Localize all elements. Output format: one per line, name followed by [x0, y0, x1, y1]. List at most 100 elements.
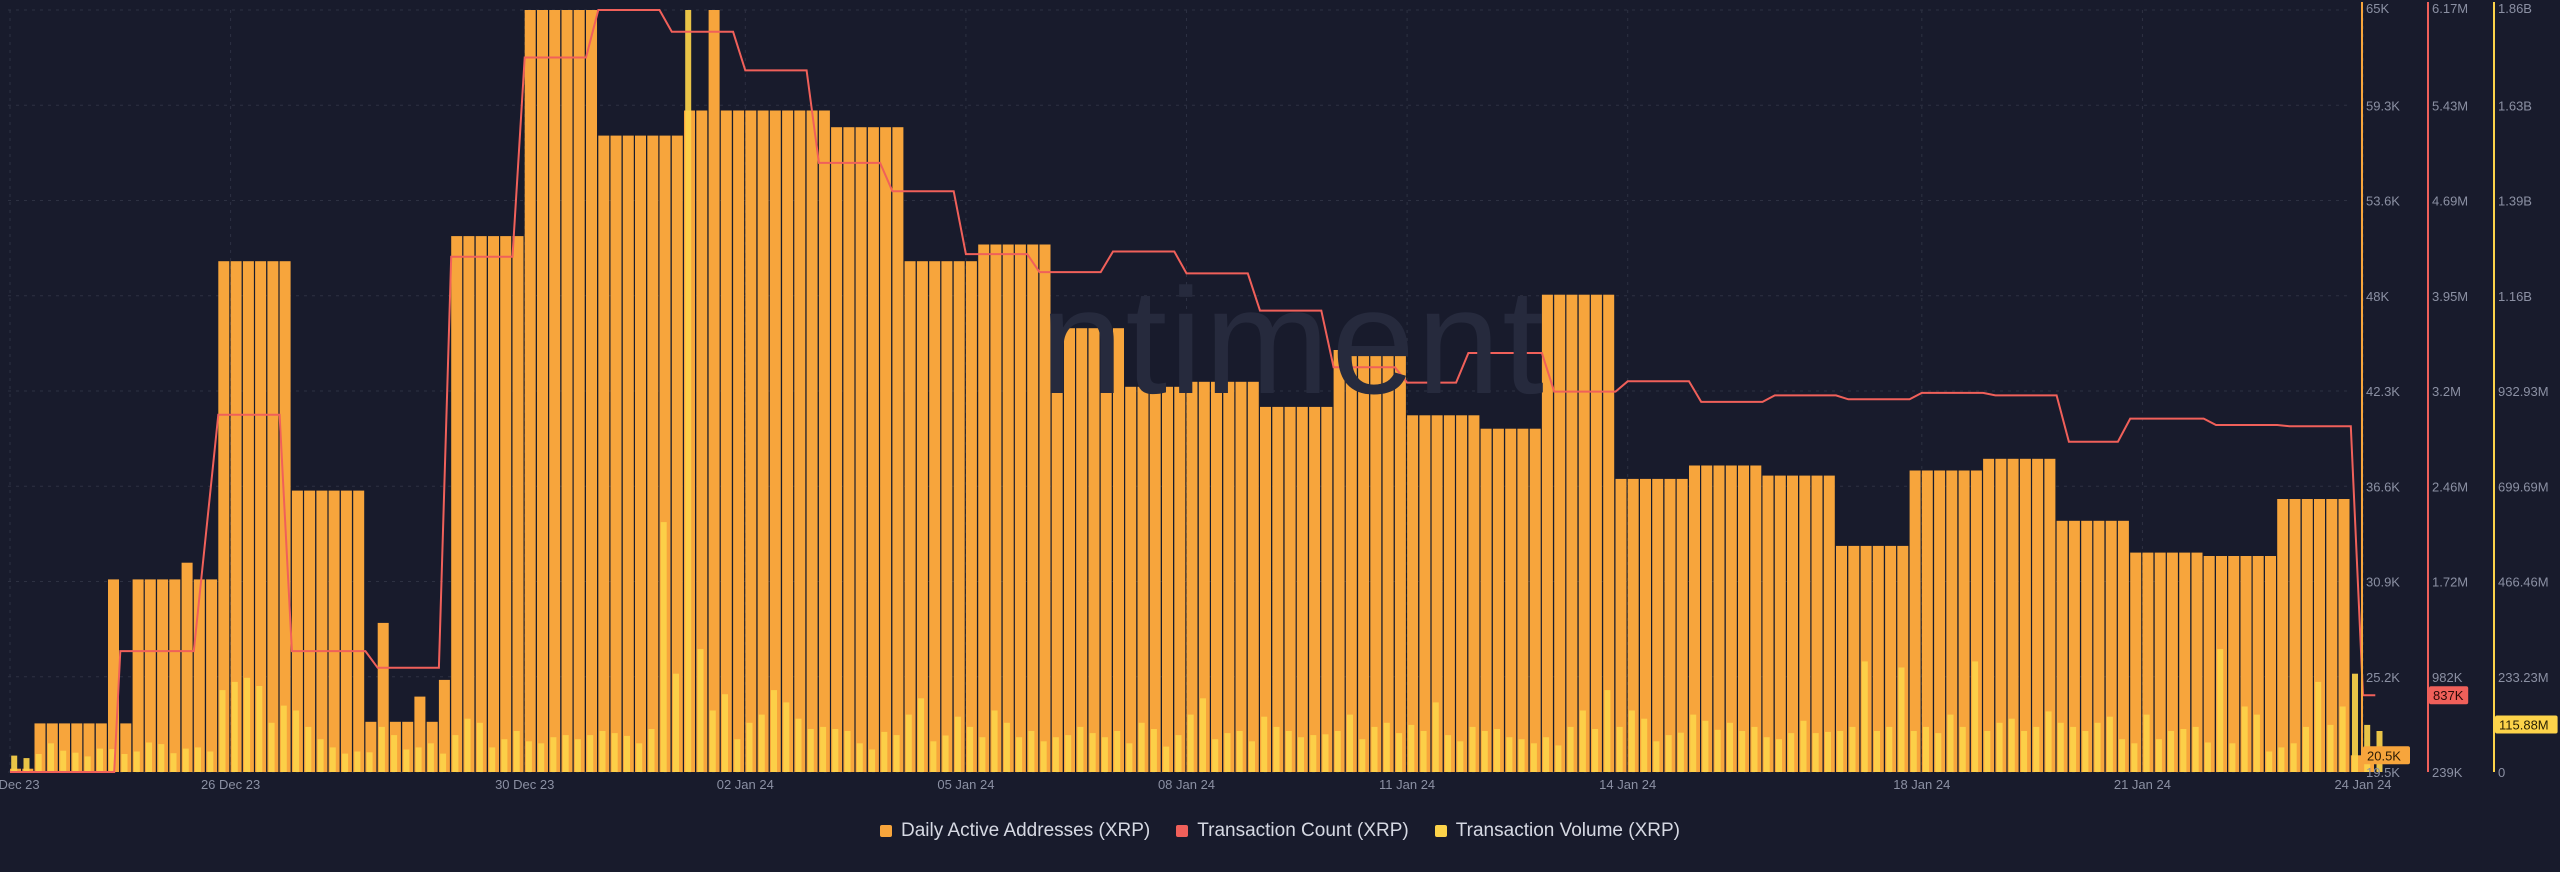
active-addresses-bar-11	[144, 579, 156, 772]
active-addresses-bar-187	[2301, 499, 2313, 772]
transaction-volume-bar-135	[1665, 735, 1672, 772]
transaction-volume-bar-28	[354, 751, 361, 772]
active-addresses-bar-20	[255, 261, 267, 772]
transaction-volume-bar-142	[1751, 726, 1758, 772]
transaction-volume-bar-53	[660, 522, 667, 772]
transaction-volume-bar-5	[72, 752, 79, 772]
transaction-volume-bar-118	[1457, 741, 1464, 772]
legend-item-active-addresses[interactable]: Daily Active Addresses (XRP)	[880, 820, 1150, 842]
active-addresses-bar-174	[2142, 552, 2154, 772]
active-addresses-bar-177	[2179, 552, 2191, 772]
transaction-volume-bar-120	[1481, 731, 1488, 772]
transaction-volume-bar-174	[2143, 714, 2150, 772]
transaction-volume-bar-9	[121, 754, 128, 772]
transaction-volume-bar-88	[1089, 733, 1096, 772]
x-tick-label-3: 02 Jan 24	[717, 777, 774, 792]
transaction-volume-bar-81	[1003, 722, 1010, 772]
active-addresses-bar-134	[1652, 478, 1664, 772]
legend-swatch-transaction-volume	[1434, 825, 1447, 837]
active-addresses-bar-92	[1137, 386, 1149, 772]
active-addresses-bar-78	[965, 261, 977, 772]
transaction-volume-bar-167	[2057, 722, 2064, 772]
active-addresses-bar-49	[610, 135, 622, 773]
legend-item-transaction-count[interactable]: Transaction Count (XRP)	[1176, 820, 1409, 842]
transaction-volume-bar-95	[1175, 735, 1182, 772]
active-addresses-bar-172	[2117, 520, 2129, 772]
active-addresses-bar-27	[340, 490, 352, 772]
axis-tick-addresses-5: 48K	[2366, 289, 2389, 304]
axis-tick-volume-7: 1.63B	[2498, 98, 2532, 113]
active-addresses-bar-147	[1811, 475, 1823, 772]
transaction-volume-bar-6	[84, 756, 91, 772]
transaction-volume-bar-112	[1383, 722, 1390, 772]
transaction-volume-bar-59	[734, 739, 741, 772]
active-addresses-bar-105	[1296, 406, 1308, 772]
active-addresses-bar-184	[2265, 556, 2276, 772]
transaction-volume-bar-48	[599, 731, 606, 772]
legend-swatch-active-addresses	[880, 825, 893, 837]
active-addresses-bar-19	[242, 261, 254, 772]
transaction-volume-bar-133	[1641, 718, 1648, 772]
legend-item-transaction-volume[interactable]: Transaction Volume (XRP)	[1434, 820, 1680, 842]
active-addresses-bar-56	[696, 110, 708, 772]
transaction-volume-bar-156	[1923, 726, 1929, 772]
transaction-volume-bar-24	[305, 726, 312, 772]
chart-legend: Daily Active Addresses (XRP) Transaction…	[0, 820, 2560, 842]
transaction-volume-bar-37	[464, 718, 471, 772]
active-addresses-bar-189	[2326, 499, 2338, 772]
active-addresses-bar-46	[573, 10, 585, 772]
active-addresses-bar-102	[1260, 406, 1271, 772]
transaction-volume-bar-114	[1408, 724, 1415, 772]
transaction-volume-bar-7	[97, 748, 103, 772]
active-addresses-bar-4	[59, 723, 70, 772]
transaction-volume-bar-178	[2192, 726, 2199, 772]
transaction-volume-bar-184	[2266, 751, 2273, 772]
transaction-volume-bar-10	[133, 751, 140, 772]
active-addresses-bar-67	[831, 127, 843, 772]
transaction-volume-bar-68	[844, 731, 851, 772]
transaction-volume-bar-55	[685, 10, 692, 772]
transaction-volume-bar-54	[673, 673, 679, 772]
active-addresses-bar-65	[806, 110, 818, 772]
active-addresses-bar-75	[929, 261, 941, 772]
legend-swatch-transaction-count	[1176, 825, 1189, 837]
active-addresses-bar-6	[83, 723, 95, 772]
active-addresses-bar-2	[34, 723, 46, 772]
axis-tick-count-1: 982K	[2432, 670, 2463, 685]
active-addresses-bar-33	[414, 696, 426, 772]
x-tick-label-1: 26 Dec 23	[201, 777, 260, 792]
active-addresses-bar-87	[1076, 328, 1088, 772]
active-addresses-bar-132	[1627, 478, 1639, 772]
active-addresses-bar-175	[2154, 552, 2166, 772]
transaction-volume-bar-169	[2082, 731, 2089, 772]
transaction-volume-bar-138	[1702, 720, 1709, 772]
transaction-volume-bar-42	[525, 741, 532, 772]
transaction-volume-bar-103	[1273, 726, 1280, 772]
active-addresses-bar-77	[953, 261, 965, 772]
active-addresses-bar-59	[733, 110, 745, 772]
active-addresses-bar-135	[1664, 478, 1676, 772]
transaction-volume-bar-27	[342, 753, 349, 772]
active-addresses-bar-113	[1394, 350, 1406, 772]
transaction-volume-bar-17	[219, 690, 226, 772]
axis-tick-addresses-3: 36.6K	[2366, 479, 2400, 494]
active-addresses-bar-130	[1603, 294, 1615, 772]
active-addresses-bar-168	[2068, 520, 2080, 772]
transaction-volume-bar-119	[1469, 726, 1476, 772]
active-addresses-bar-69	[855, 127, 867, 772]
transaction-volume-bar-65	[807, 729, 814, 772]
active-addresses-bar-63	[782, 110, 794, 772]
active-addresses-bar-123	[1517, 428, 1529, 772]
active-addresses-bar-104	[1284, 406, 1296, 772]
active-addresses-bar-186	[2289, 499, 2301, 772]
transaction-volume-bar-93	[1150, 729, 1157, 772]
x-tick-label-7: 14 Jan 24	[1599, 777, 1656, 792]
transaction-volume-bar-67	[832, 729, 839, 772]
active-addresses-bar-24	[304, 490, 316, 772]
active-addresses-bar-81	[1002, 244, 1014, 772]
current-value-badge-0	[2363, 746, 2410, 765]
active-addresses-bar-170	[2093, 520, 2105, 772]
transaction-volume-bar-45	[562, 735, 569, 772]
active-addresses-bar-185	[2277, 499, 2289, 772]
